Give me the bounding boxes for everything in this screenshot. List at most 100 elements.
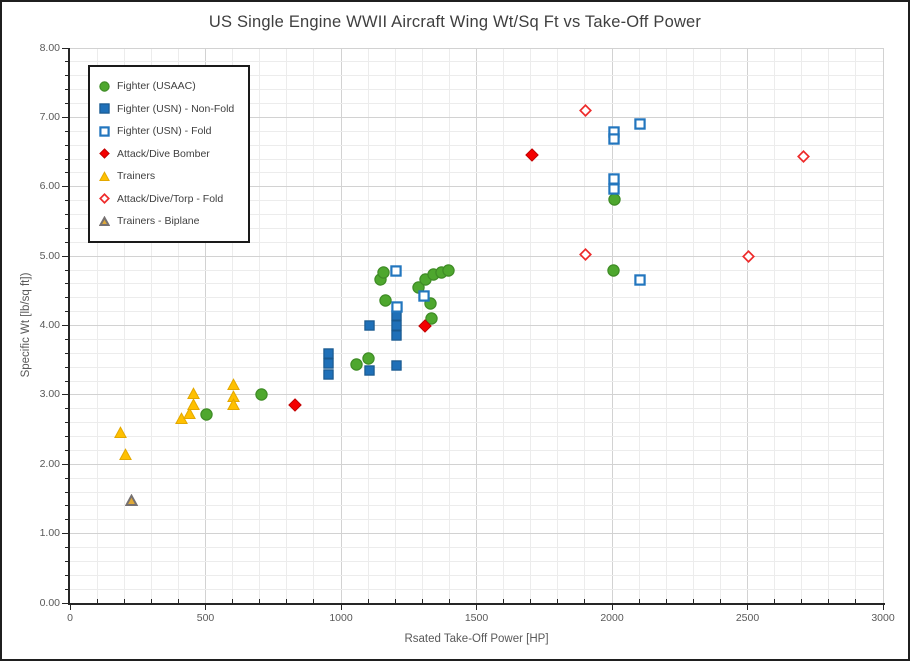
x-axis-tick xyxy=(340,605,342,610)
legend-label: Fighter (USN) - Non-Fold xyxy=(117,102,235,115)
gridline-minor-h xyxy=(70,408,883,410)
gridline-major-v xyxy=(882,48,884,603)
point-fighter-usn-fold xyxy=(417,290,430,303)
gridline-minor-h xyxy=(70,491,883,493)
gridline-minor-h xyxy=(70,436,883,437)
point-fighter-usn-non-fold xyxy=(323,358,334,369)
gridline-minor-h xyxy=(70,560,883,562)
y-tick-label: 4.00 xyxy=(39,319,60,331)
gridline-minor-h xyxy=(70,449,883,451)
gridline-minor-h xyxy=(70,505,883,507)
y-axis-minor-tick xyxy=(65,89,68,91)
y-axis-tick xyxy=(62,47,68,49)
legend-item-trainers-biplane: Trainers - Biplane xyxy=(99,210,234,233)
gridline-major-h xyxy=(70,394,883,396)
gridline-minor-h xyxy=(70,89,883,91)
gridline-minor-h xyxy=(70,172,883,174)
y-axis-tick xyxy=(62,463,68,465)
x-axis-minor-tick xyxy=(665,599,667,603)
chart-title: US Single Engine WWII Aircraft Wing Wt/S… xyxy=(208,13,702,31)
y-axis-minor-tick xyxy=(65,574,68,576)
legend-marker-attack-dive-torp-fold xyxy=(99,193,110,205)
gridline-major-h xyxy=(70,47,883,49)
gridline-minor-h xyxy=(70,130,883,132)
x-axis-tick xyxy=(69,605,71,610)
point-trainers xyxy=(183,407,197,420)
point-fighter-usaac xyxy=(607,264,620,277)
legend-label: Fighter (USAAC) xyxy=(117,80,196,93)
x-tick-label: 1000 xyxy=(329,612,353,624)
x-axis-line xyxy=(68,603,885,605)
y-axis-minor-tick xyxy=(65,61,68,63)
gridline-minor-h xyxy=(70,380,883,382)
point-attack-dive-torp-fold xyxy=(579,247,593,261)
x-axis-minor-tick xyxy=(448,599,450,603)
y-axis-minor-tick xyxy=(65,214,68,215)
gridline-minor-h xyxy=(70,75,883,77)
point-trainers xyxy=(187,398,201,411)
y-axis-tick xyxy=(62,325,68,326)
point-fighter-usaac xyxy=(362,351,375,365)
legend-marker-fighter-usaac xyxy=(99,81,110,92)
y-axis-minor-tick xyxy=(65,505,68,507)
x-axis-minor-tick xyxy=(367,599,369,603)
point-attack-dive-bomber xyxy=(288,397,303,412)
gridline-minor-h xyxy=(70,283,883,285)
legend: Fighter (USAAC) Fighter (USN) - Non-Fold F… xyxy=(88,65,251,243)
x-axis-minor-tick xyxy=(232,599,234,603)
y-axis-minor-tick xyxy=(65,449,68,451)
y-axis-tick xyxy=(62,116,68,118)
x-tick-label: 3000 xyxy=(871,612,895,624)
y-tick-label: 0.00 xyxy=(39,596,60,609)
legend-label: Attack/Dive Bomber xyxy=(117,147,210,160)
x-tick-label: 0 xyxy=(67,612,73,624)
y-axis-tick xyxy=(62,533,68,535)
x-axis-minor-tick xyxy=(801,599,803,603)
legend-item-fighter-usn-non-fold: Fighter (USN) - Non-Fold xyxy=(99,98,234,121)
x-axis-minor-tick xyxy=(394,599,396,603)
y-axis-minor-tick xyxy=(65,408,68,410)
legend-marker-fighter-usn-non-fold xyxy=(99,103,110,114)
gridline-minor-h xyxy=(70,144,883,146)
x-axis-minor-tick xyxy=(719,599,721,603)
gridline-minor-h xyxy=(70,158,883,160)
x-axis-title: Rsated Take-Off Power [HP] xyxy=(404,633,549,645)
point-fighter-usn-non-fold xyxy=(390,359,402,371)
legend-item-attack-dive-bomber: Attack/Dive Bomber xyxy=(99,143,234,166)
x-tick-label: 1500 xyxy=(464,612,489,624)
x-axis-minor-tick xyxy=(828,599,830,603)
point-attack-dive-torp-fold xyxy=(796,149,810,163)
point-fighter-usn-non-fold xyxy=(363,320,375,331)
y-axis-minor-tick xyxy=(65,366,68,368)
point-attack-dive-torp-fold xyxy=(741,249,755,263)
point-fighter-usn-fold xyxy=(608,183,620,195)
y-tick-label: 6.00 xyxy=(39,180,60,193)
gridline-minor-h xyxy=(70,311,883,313)
point-fighter-usaac xyxy=(378,294,392,307)
x-axis-minor-tick xyxy=(313,599,315,603)
gridline-minor-h xyxy=(70,227,883,229)
y-axis-minor-tick xyxy=(65,422,68,424)
y-tick-label: 5.00 xyxy=(39,249,60,262)
point-trainers xyxy=(113,425,127,438)
y-axis-tick xyxy=(62,394,68,396)
y-axis-minor-tick xyxy=(65,158,68,160)
gridline-major-h xyxy=(70,463,883,465)
gridline-major-h xyxy=(70,533,883,535)
y-axis-minor-tick xyxy=(65,338,68,340)
gridline-minor-h xyxy=(70,103,883,104)
gridline-major-h xyxy=(70,325,883,326)
y-axis-minor-tick xyxy=(65,519,68,521)
point-trainers-biplane xyxy=(124,493,138,506)
point-trainers xyxy=(227,398,241,411)
x-tick-label: 500 xyxy=(196,612,215,624)
gridline-minor-h xyxy=(70,422,883,424)
point-fighter-usaac xyxy=(377,265,390,279)
gridline-major-h xyxy=(70,255,883,257)
y-axis-minor-tick xyxy=(65,75,68,77)
gridline-minor-h xyxy=(70,352,883,354)
gridline-minor-h xyxy=(70,574,883,576)
legend-marker-fighter-usn-fold xyxy=(99,126,110,137)
x-axis-minor-tick xyxy=(774,599,776,603)
gridline-minor-h xyxy=(70,241,883,243)
